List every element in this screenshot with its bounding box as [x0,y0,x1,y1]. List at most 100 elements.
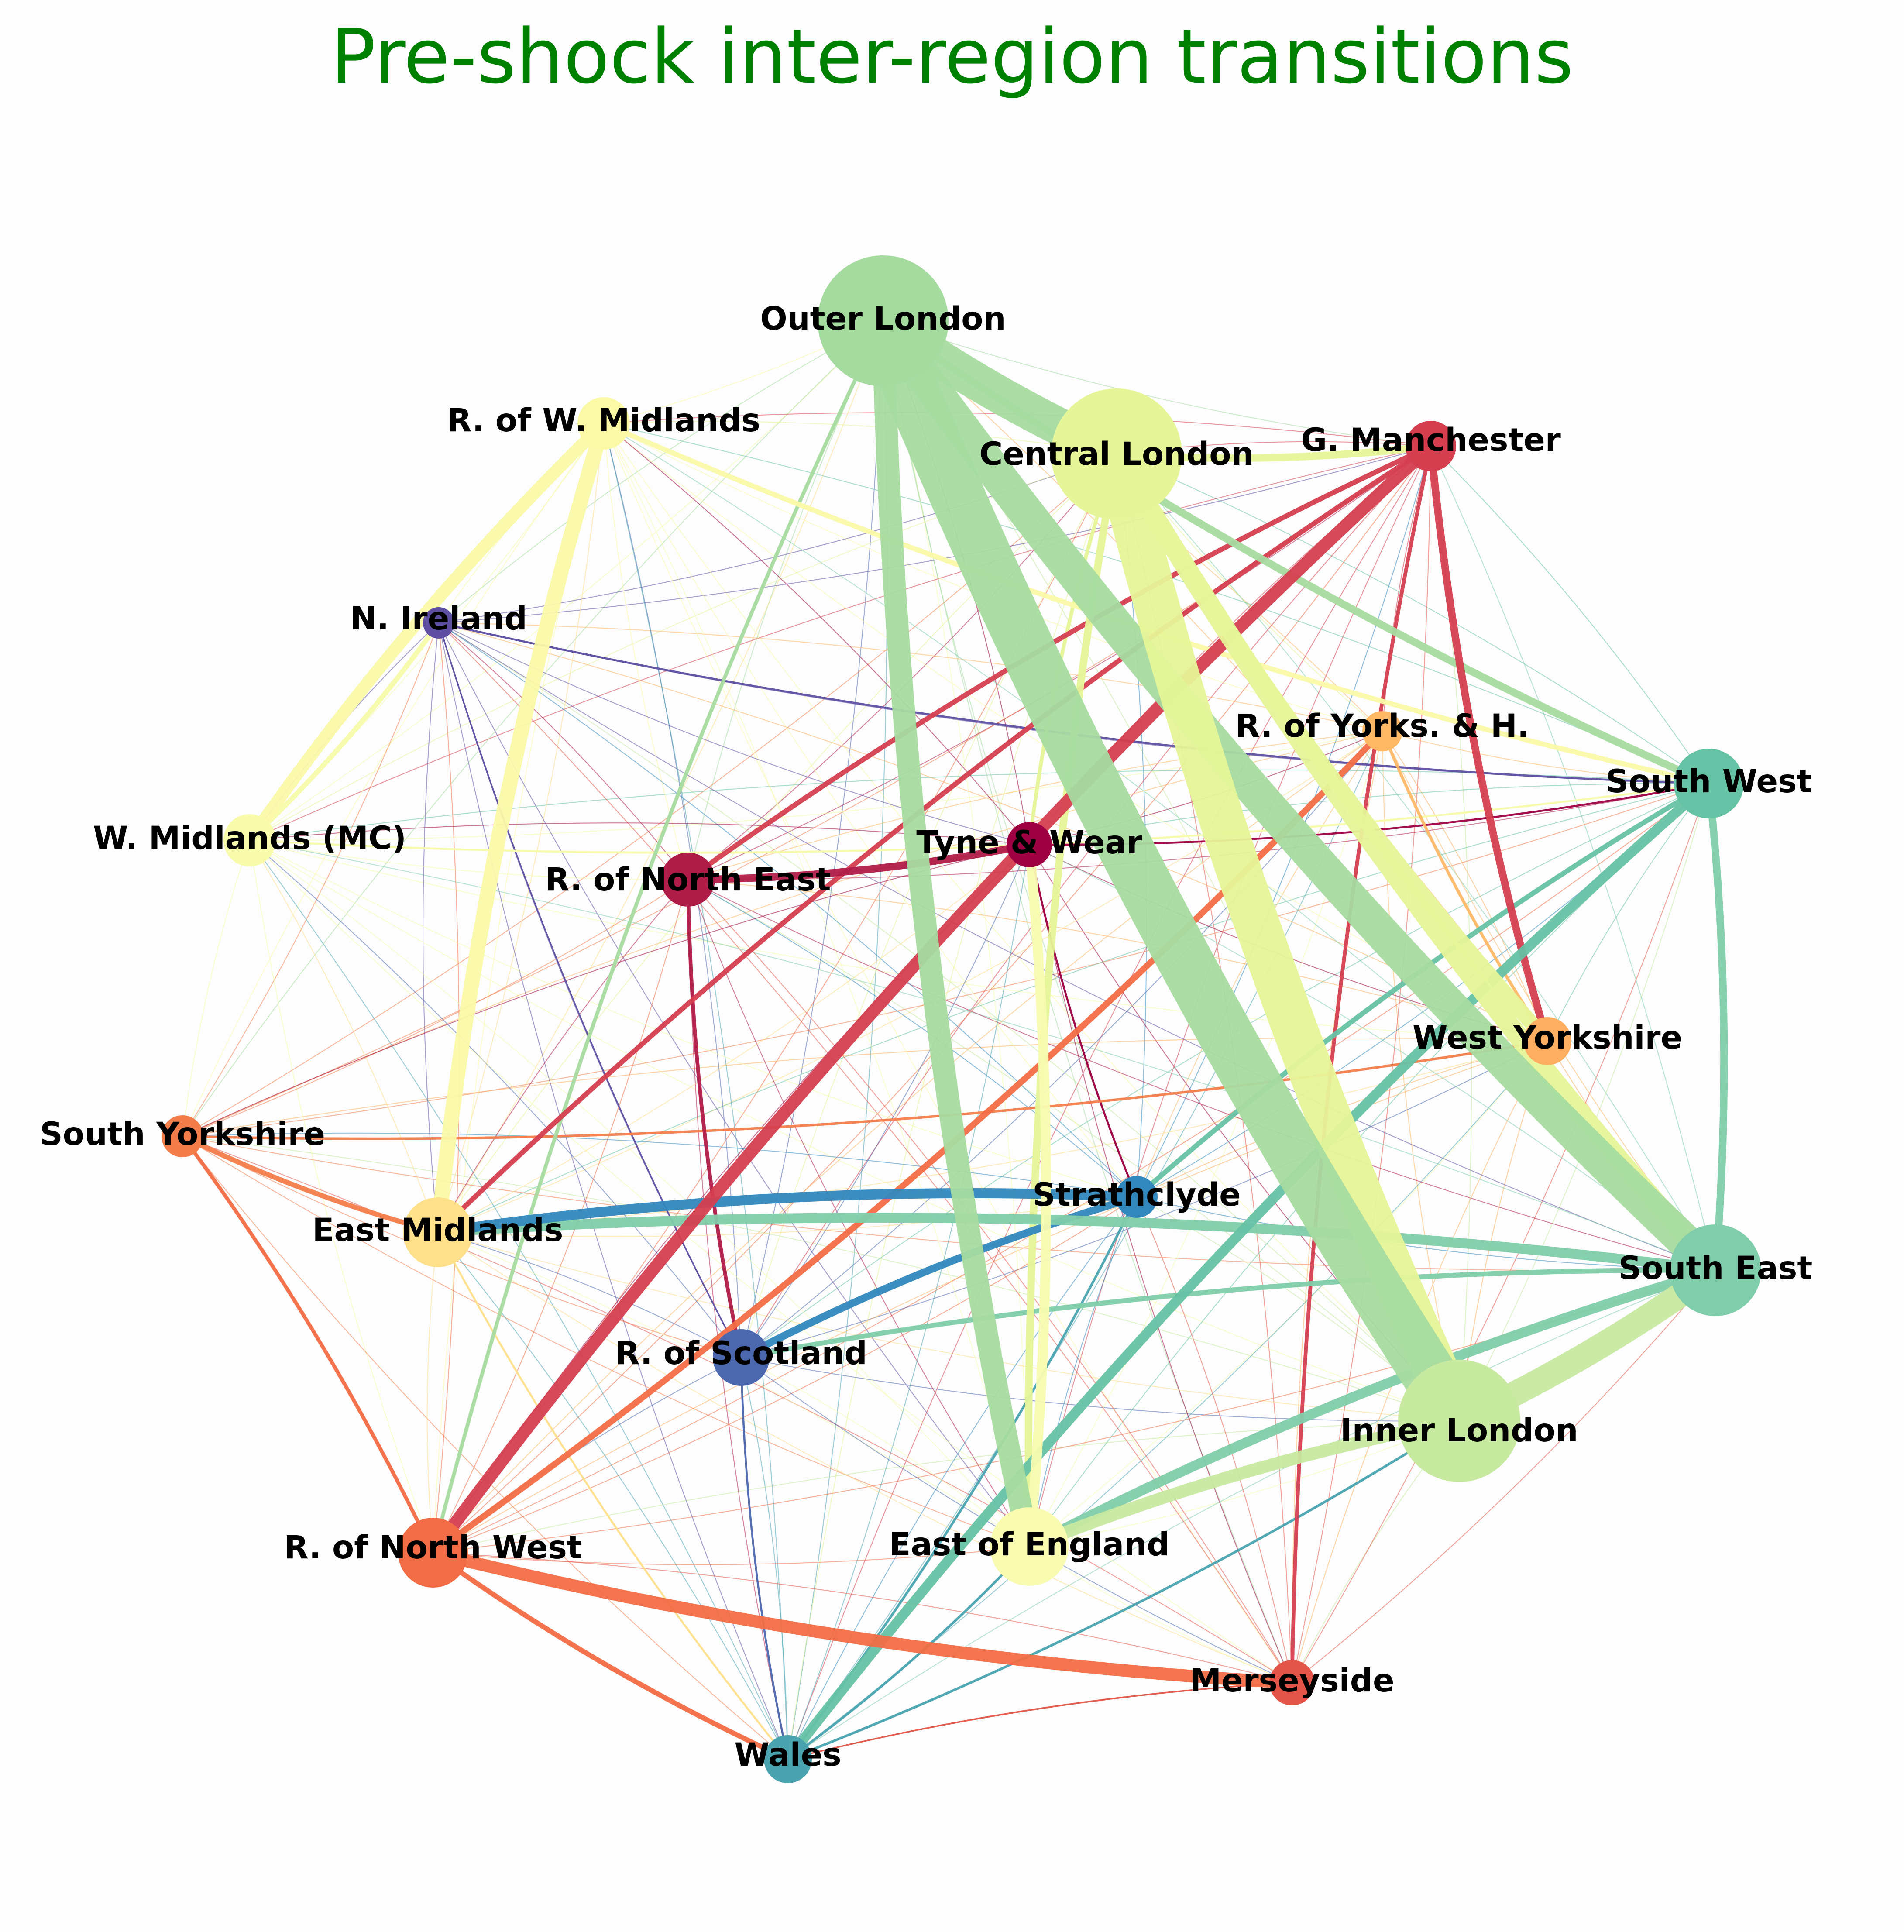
edge-wales-inner_london [787,1420,1461,1760]
node-outer_london [818,255,949,386]
edge-wales-strathclyde [787,1196,1138,1760]
background-edge [1430,446,1709,784]
background-edge [883,320,1137,1197]
node-label-central_london: Central London [979,436,1254,473]
background-edge [787,844,1030,1760]
background-edge [883,320,1030,1547]
background-edge [437,783,1709,1233]
edge-w_midlands_mc-n_ireland [247,620,441,843]
node-south_west [1674,749,1744,818]
background-edge [741,1357,788,1760]
node-r_yorks [1362,711,1402,751]
background-edge [603,423,1460,1421]
node-label-r_north_east: R. of North East [545,861,831,898]
background-edge [437,879,688,1233]
background-edge [687,879,1460,1421]
background-edge [437,1232,1292,1683]
edge-outer_london-south_east [865,303,1733,1288]
node-label-r_scotland: R. of Scotland [615,1335,867,1372]
node-label-inner_london: Inner London [1340,1412,1578,1449]
background-edge [603,423,1030,1547]
node-label-r_yorks: R. of Yorks. & H. [1235,708,1529,745]
background-edge [1029,1420,1460,1547]
background-edge [182,840,250,1137]
background-edge [249,840,1292,1683]
background-edge [182,783,1709,1137]
edge-r_w_midlands-east_midlands [430,416,612,1240]
background-edge [1029,1196,1137,1547]
background-edge [249,840,688,880]
background-edge [437,844,1030,1233]
background-edge [741,1357,1460,1422]
node-label-east_england: East of England [889,1526,1170,1563]
background-edge [433,446,1431,1553]
background-edge [249,446,1431,841]
node-n_ireland [423,607,454,639]
background-edge [1292,783,1709,1683]
edge-merseyside-wales [787,1682,1293,1760]
node-label-east_midlands: East Midlands [313,1212,564,1249]
edge-r_north_east-tyne_wear [684,841,1033,883]
node-label-r_w_midlands: R. of W. Midlands [447,402,760,439]
edge-inner_london-east_england [1023,1414,1466,1553]
edge-outer_london-inner_london [856,293,1487,1448]
background-edge [687,879,1716,1271]
edge-south_east-south_west [1705,780,1728,1274]
edge-tyne_wear-strathclyde [1028,843,1138,1198]
background-edge [1116,454,1709,784]
node-south_yorks [162,1115,203,1157]
background-edge [182,844,1030,1137]
background-edge [1136,1196,1716,1271]
node-merseyside [1269,1660,1315,1705]
background-edge [1029,844,1292,1683]
background-edge [1459,783,1709,1421]
background-edge [182,320,883,1137]
background-edge [249,840,1137,1197]
node-label-strathclyde: Strathclyde [1032,1176,1241,1214]
background-edge [249,840,438,1233]
node-label-g_manchester: G. Manchester [1301,422,1561,459]
node-west_yorks [1523,1017,1571,1065]
node-central_london [1051,388,1182,519]
background-edge [438,320,883,623]
edge-south_yorks-east_midlands [180,1134,440,1235]
background-edge [687,879,1137,1197]
edge-r_scotland-wales [740,1356,789,1760]
node-inner_london [1398,1360,1520,1482]
edge-south_east-east_midlands [433,1213,1721,1275]
background-edge [433,1552,1292,1683]
background-edge [249,840,1030,1547]
background-edge [182,1136,788,1760]
background-edge [1292,446,1431,1683]
edge-r_yorks-west_yorks [1381,729,1549,1043]
node-east_midlands [403,1197,473,1267]
background-edge [438,622,1292,1683]
edge-layer [180,293,1733,1764]
node-label-wales: Wales [734,1736,841,1774]
background-edge [1382,731,1709,784]
background-edge [787,731,1383,1760]
background-edge [603,421,1117,454]
node-label-south_east: South East [1619,1250,1812,1287]
node-label-outer_london: Outer London [760,300,1006,337]
background-edge [249,840,433,1553]
background-edge [1547,783,1709,1042]
edge-east_midlands-wales [436,1231,789,1760]
edge-strathclyde-east_midlands [433,1188,1142,1238]
edge-r_north_west-south_yorks [180,1134,435,1555]
node-label-w_midlands_mc: W. Midlands (MC) [93,820,406,857]
background-edge [182,1132,1137,1197]
background-edge [883,320,1431,447]
background-edge [1292,1270,1716,1683]
chart-title: Pre-shock inter-region transitions [330,13,1574,100]
background-edge [182,1136,1716,1272]
node-label-west_yorks: West Yorkshire [1413,1019,1682,1056]
node-r_scotland [713,1329,770,1386]
background-edge [433,1546,1030,1565]
node-strathclyde [1116,1176,1158,1218]
edge-south_west-wales [783,778,1714,1764]
background-edge [249,840,742,1358]
background-edge [437,320,883,1233]
edge-r_north_west-merseyside [426,1546,1299,1689]
edge-central_london-east_england [1024,450,1120,1550]
